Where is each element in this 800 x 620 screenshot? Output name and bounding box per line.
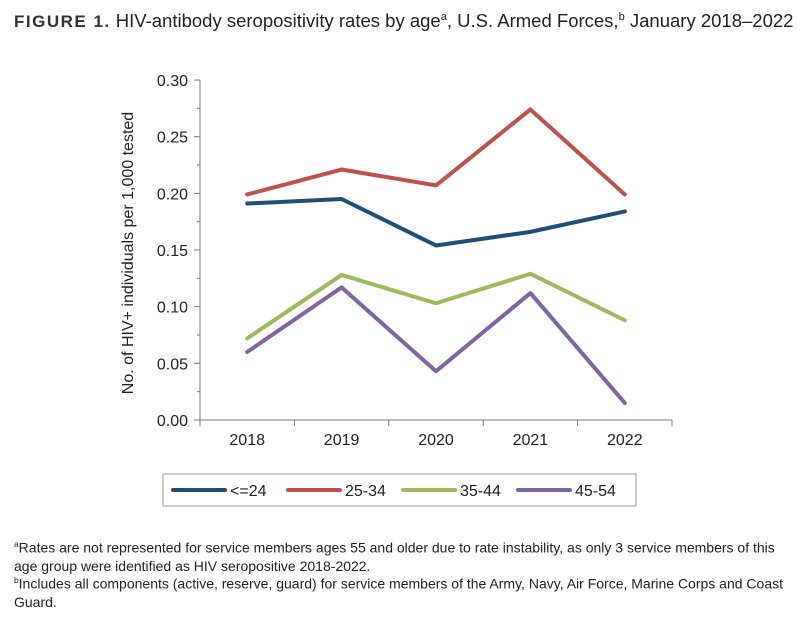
footnote-mark: b <box>14 575 19 585</box>
figure-label: FIGURE 1. <box>14 12 111 31</box>
x-tick-label: 2020 <box>418 432 454 449</box>
series-line-25-34 <box>245 107 627 197</box>
legend <box>162 473 637 507</box>
title-text: HIV-antibody seropositivity rates by age <box>115 10 441 31</box>
y-tick-label: 0.15 <box>157 243 188 260</box>
legend-label: 45-54 <box>575 483 616 500</box>
y-tick-label: 0.30 <box>157 73 188 90</box>
series-line-<=24 <box>245 197 627 248</box>
title-text: , U.S. Armed Forces, <box>446 10 619 31</box>
y-tick-label: 0.05 <box>157 356 188 373</box>
footnote-text: Includes all components (active, reserve… <box>14 575 784 610</box>
footnote-mark: a <box>14 539 19 549</box>
y-tick-label: 0.00 <box>157 413 188 430</box>
y-tick-label: 0.25 <box>157 130 188 147</box>
figure-title: FIGURE 1. HIV-antibody seropositivity ra… <box>14 10 793 32</box>
x-tick-label: 2021 <box>513 432 549 449</box>
y-tick-label: 0.10 <box>157 300 188 317</box>
footnote-b: bIncludes all components (active, reserv… <box>14 571 794 611</box>
x-tick-label: 2018 <box>229 432 265 449</box>
y-axis-label: No. of HIV+ individuals per 1,000 tested <box>120 112 137 394</box>
x-tick-label: 2022 <box>607 432 643 449</box>
footnote-a-ref: a <box>440 10 447 23</box>
x-tick-label: 2019 <box>324 432 360 449</box>
footnote-a: aRates are not represented for service m… <box>14 535 794 575</box>
series-line-35-44 <box>245 271 627 341</box>
footnote-b-ref: b <box>618 10 625 23</box>
title-text: January 2018–2022 <box>624 10 794 31</box>
legend-label: 25-34 <box>345 483 386 500</box>
legend-label: <=24 <box>230 483 267 500</box>
footnote-text: Rates are not represented for service me… <box>14 539 775 574</box>
legend-label: 35-44 <box>460 483 501 500</box>
y-tick-label: 0.20 <box>157 186 188 203</box>
